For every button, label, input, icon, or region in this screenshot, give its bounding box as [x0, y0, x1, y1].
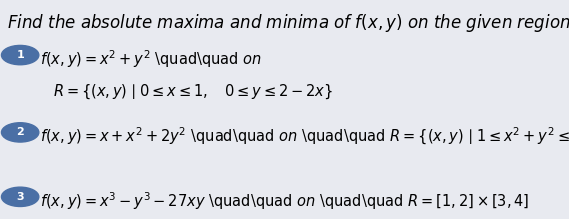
Circle shape [2, 187, 39, 207]
Text: 3: 3 [17, 192, 24, 202]
Text: $R = \{(x,y) \mid 0 \leq x \leq 1, \quad 0 \leq y \leq 2 - 2x\}$: $R = \{(x,y) \mid 0 \leq x \leq 1, \quad… [52, 83, 333, 101]
Text: $f(x, y) = x + x^2 + 2y^2$ \quad\quad $on$ \quad\quad $R = \{(x,y) \mid 1 \leq x: $f(x, y) = x + x^2 + 2y^2$ \quad\quad $o… [40, 126, 569, 147]
Circle shape [2, 45, 39, 65]
Text: 2: 2 [17, 127, 24, 137]
Circle shape [2, 123, 39, 142]
Text: $f(x, y) = x^2 + y^2$ \quad\quad $on$: $f(x, y) = x^2 + y^2$ \quad\quad $on$ [40, 49, 262, 70]
Text: Find the absolute maxima and minima of $f(x, y)$ on the given regions: Find the absolute maxima and minima of $… [7, 12, 569, 34]
Text: $f(x, y) = x^3 - y^3 - 27xy$ \quad\quad $on$ \quad\quad $R = [1,2] \times [3,4]$: $f(x, y) = x^3 - y^3 - 27xy$ \quad\quad … [40, 190, 530, 212]
Text: 1: 1 [17, 50, 24, 60]
